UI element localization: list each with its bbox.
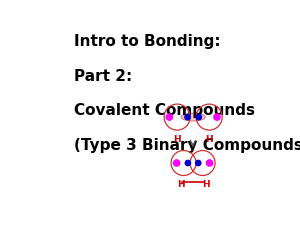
Text: H: H [177, 180, 184, 189]
Circle shape [173, 160, 180, 166]
Circle shape [196, 115, 201, 120]
Ellipse shape [181, 113, 205, 121]
Circle shape [166, 114, 172, 120]
Text: H: H [173, 135, 181, 144]
Circle shape [185, 160, 190, 166]
Circle shape [206, 160, 213, 166]
Circle shape [196, 160, 201, 166]
Circle shape [185, 115, 190, 120]
Circle shape [214, 114, 220, 120]
Text: Intro to Bonding:: Intro to Bonding: [74, 34, 221, 49]
Text: (Type 3 Binary Compounds): (Type 3 Binary Compounds) [74, 138, 300, 153]
Text: H: H [206, 135, 213, 144]
Text: H: H [202, 180, 209, 189]
Text: Part 2:: Part 2: [74, 69, 132, 83]
Text: Covalent Compounds: Covalent Compounds [74, 103, 255, 118]
